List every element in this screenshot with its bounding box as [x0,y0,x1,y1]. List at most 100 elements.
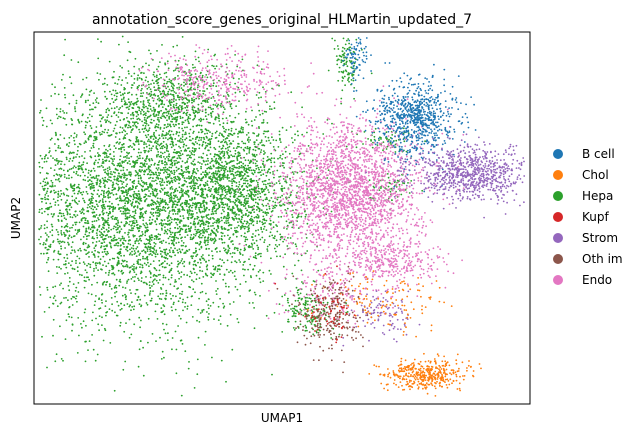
data-point [259,142,262,144]
data-point [152,73,155,76]
data-point [282,178,285,180]
data-point [73,132,76,135]
data-point [170,85,173,87]
data-point [146,204,149,207]
data-point [210,272,212,275]
data-point [63,241,66,244]
data-point [232,147,235,150]
data-point [141,233,144,236]
data-point [95,317,97,320]
data-point [258,91,261,94]
data-point [155,236,158,239]
data-point [102,162,105,164]
data-point [254,198,257,201]
data-point [190,176,192,179]
data-point [207,121,210,124]
data-point [94,99,97,101]
data-point [165,254,168,257]
data-point [186,308,189,310]
data-point [116,197,119,200]
data-point [225,63,228,66]
data-point [188,132,191,135]
data-point [183,81,185,84]
data-point [294,243,297,246]
data-point [107,274,110,276]
data-point [203,241,206,244]
data-point [179,228,182,230]
data-point [249,212,252,215]
data-point [201,130,204,133]
data-point [327,169,330,172]
data-point [279,233,282,236]
data-point [266,159,269,162]
data-point [249,246,252,248]
data-point [139,111,142,113]
data-point [158,297,161,300]
data-point [232,140,235,143]
data-point [212,165,215,168]
data-point [199,225,202,228]
data-point [81,326,83,329]
data-point [261,122,263,124]
data-point [202,223,205,225]
data-point [192,280,195,283]
data-point [257,171,260,174]
data-point [113,70,115,73]
data-point [167,155,170,158]
data-point [81,207,84,210]
data-point [167,252,169,255]
data-point [75,166,77,169]
data-point [264,222,266,224]
data-point [162,283,165,286]
data-point [263,193,266,196]
data-point [216,172,219,175]
data-point [57,231,59,233]
data-point [219,268,221,271]
data-point [204,209,207,212]
data-point [251,221,254,223]
data-point [99,185,102,188]
data-point [167,191,170,194]
data-point [58,115,60,118]
data-point [262,211,265,214]
data-point [127,192,129,195]
data-point [159,293,162,295]
data-point [113,175,116,178]
data-point [193,202,196,205]
data-point [158,264,161,267]
data-point [151,254,154,256]
data-point [178,248,181,251]
data-point [91,224,94,226]
data-point [138,169,141,171]
data-point [162,322,164,325]
data-point [210,276,213,278]
data-point [259,238,262,241]
data-point [63,54,66,57]
data-point [212,202,214,205]
data-point [235,166,238,169]
data-point [103,196,105,199]
data-point [123,254,125,257]
data-point [43,311,46,313]
data-point [56,117,59,120]
data-point [274,201,277,204]
data-point [133,250,136,252]
data-point [154,136,157,139]
data-point [272,226,275,229]
data-point [218,157,220,160]
data-point [93,215,95,217]
data-point [189,286,192,289]
data-point [157,178,160,180]
data-point [188,175,190,178]
data-point [242,222,245,225]
data-point [283,238,286,241]
data-point [244,238,247,241]
data-point [133,253,136,256]
data-point [191,147,194,149]
data-point [176,249,179,252]
data-point [167,123,169,126]
data-point [45,107,48,110]
data-point [59,108,62,110]
data-point [190,206,193,209]
data-point [149,165,151,168]
